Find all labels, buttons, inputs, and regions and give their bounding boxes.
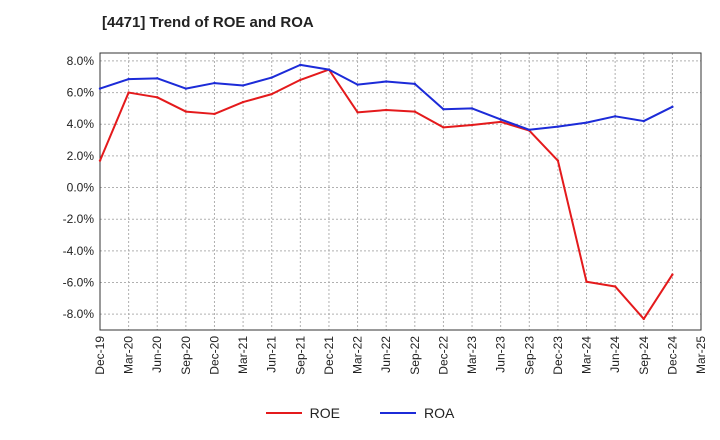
x-tick-label: Jun-24 [608,336,622,373]
data-point-roa [585,121,588,124]
x-tick-label: Sep-22 [408,336,422,375]
data-point-roa [528,128,531,131]
data-point-roa [213,81,216,85]
data-point-roe [470,123,474,127]
x-tick-label: Jun-22 [379,336,393,373]
data-point-roa [356,83,359,86]
data-point-roa [499,118,502,121]
data-point-roa [642,119,645,123]
data-point-roe [127,91,130,94]
data-point-roe [270,92,273,96]
y-tick-label: 2.0% [67,149,95,163]
data-point-roa [327,68,331,71]
x-tick-label: Mar-21 [236,336,250,374]
data-point-roe [556,159,560,162]
data-point-roe [184,110,188,113]
y-tick-label: -2.0% [63,212,95,226]
data-point-roe [671,273,674,276]
y-tick-label: 8.0% [67,54,95,68]
x-tick-label: Sep-21 [293,336,307,375]
y-tick-label: -8.0% [63,307,95,321]
legend-item-roa: ROA [380,405,454,421]
data-point-roe [585,280,588,283]
x-tick-label: Mar-25 [694,336,708,374]
x-tick-label: Mar-23 [465,336,479,374]
plot-frame [99,52,702,331]
x-tick-label: Sep-24 [637,336,651,375]
x-tick-label: Mar-20 [122,336,136,374]
x-tick-label: Jun-21 [265,336,279,373]
data-point-roa [556,125,560,128]
x-tick-label: Jun-23 [494,336,508,373]
data-point-roa [442,107,445,111]
y-tick-label: -4.0% [63,244,95,258]
x-tick-label: Mar-24 [580,336,594,374]
legend-item-roe: ROE [265,405,340,421]
data-point-roe [613,285,617,288]
data-point-roa [156,77,159,80]
data-point-roa [470,107,474,110]
x-tick-label: Jun-20 [150,336,164,373]
data-point-roa [299,63,302,67]
data-point-roe [642,317,645,321]
plot-area [100,53,701,330]
legend-label-roe: ROE [309,405,340,421]
y-tick-label: 6.0% [67,86,95,100]
data-point-roe [98,159,102,162]
legend-label-roa: ROA [424,405,455,421]
x-tick-label: Dec-20 [207,336,221,375]
data-point-roa [384,80,388,83]
legend-swatch-roe [265,412,302,414]
data-point-roa [127,77,130,81]
data-point-roe [384,108,388,112]
data-point-roe [213,112,216,116]
x-tick-label: Dec-24 [665,336,679,375]
data-point-roe [241,100,245,104]
legend: ROE ROA [0,405,720,421]
data-point-roa [413,82,417,86]
data-point-roe [499,120,502,124]
x-tick-label: Dec-23 [551,336,565,375]
data-point-roe [356,111,359,114]
data-point-roa [241,84,245,87]
x-tick-label: Sep-20 [179,336,193,375]
data-point-roe [156,96,159,99]
x-tick-label: Mar-22 [351,336,365,374]
x-tick-label: Sep-23 [522,336,536,375]
data-point-roe [413,110,417,113]
y-tick-label: 0.0% [67,181,95,195]
x-tick-label: Dec-21 [322,336,336,375]
chart-title: [4471] Trend of ROE and ROA [102,14,314,31]
data-point-roa [270,76,273,79]
legend-swatch-roa [380,412,416,414]
x-tick-label: Dec-22 [436,336,450,375]
data-point-roa [184,87,188,90]
data-point-roa [98,87,102,90]
data-point-roa [671,105,674,109]
y-tick-label: 4.0% [67,117,95,131]
data-point-roe [442,126,445,129]
y-tick-label: -6.0% [63,276,95,290]
data-point-roe [299,78,302,82]
data-point-roa [613,115,617,118]
x-tick-label: Dec-19 [93,336,107,375]
